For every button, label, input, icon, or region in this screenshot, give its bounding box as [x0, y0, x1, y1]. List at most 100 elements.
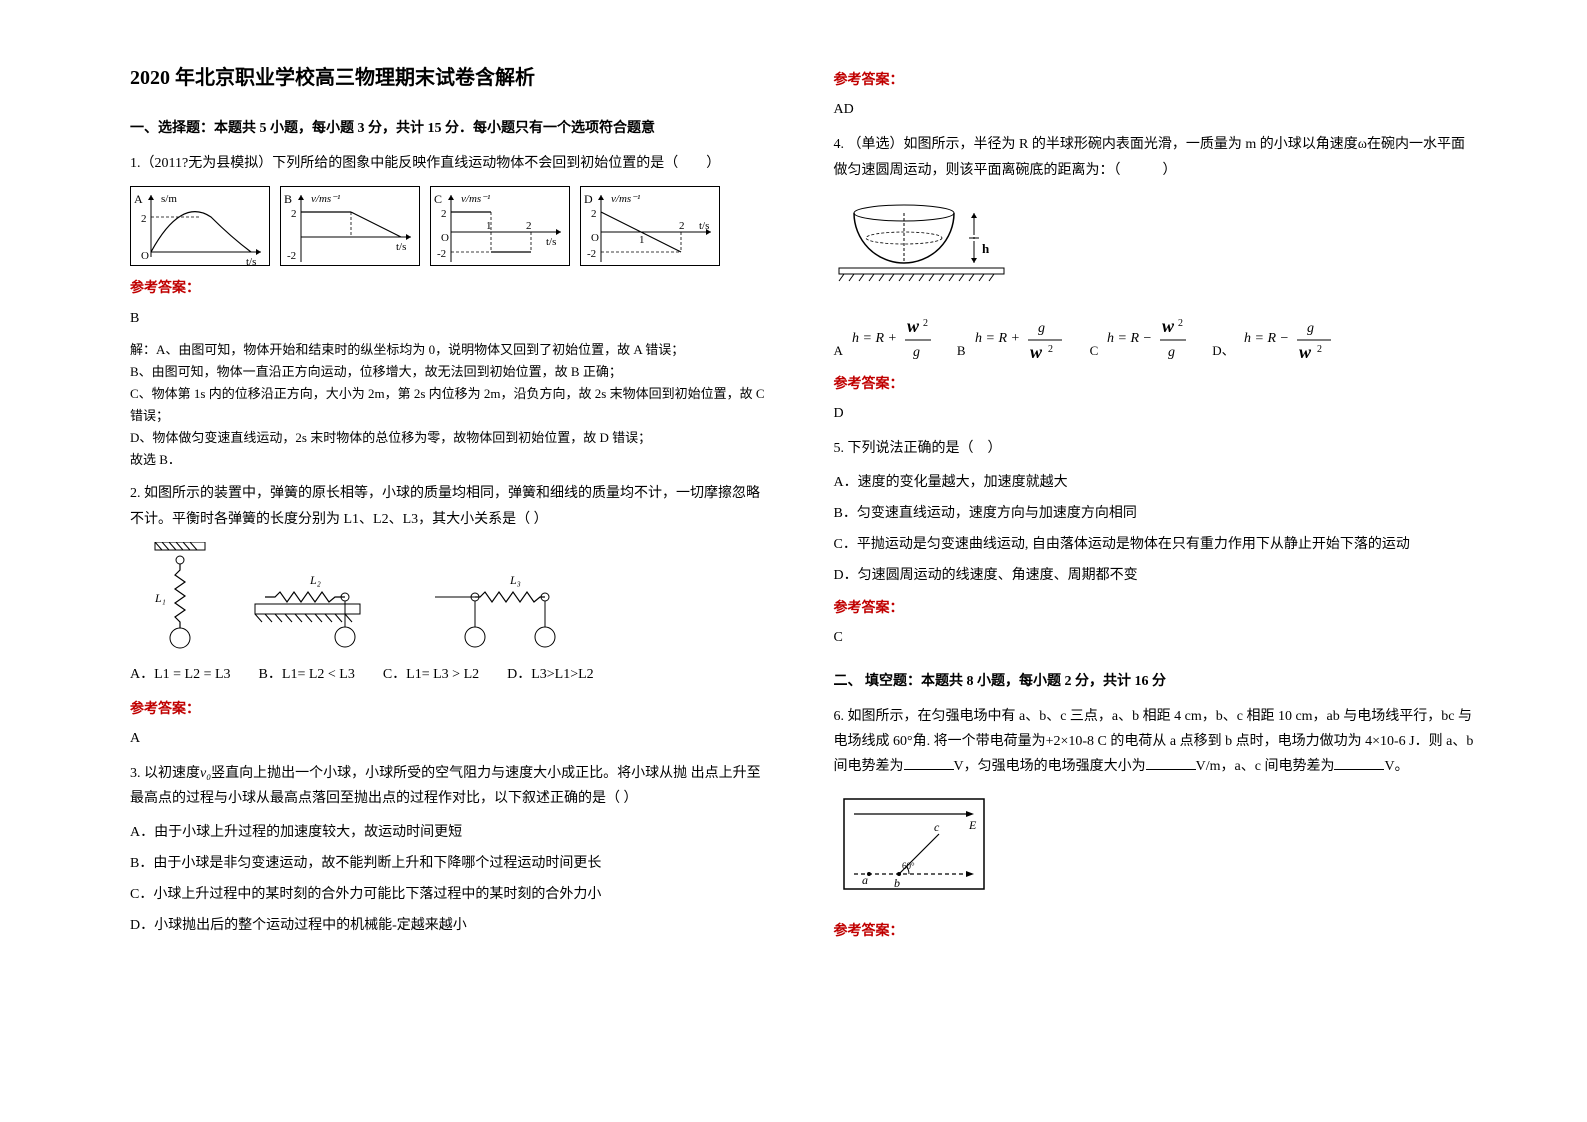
q2-answer-label: 参考答案：: [130, 697, 774, 722]
question-6: 6. 如图所示，在匀强电场中有 a、b、c 三点，a、b 相距 4 cm，b、c…: [834, 704, 1478, 944]
spring-1-label: L₁: [154, 591, 166, 605]
left-column: 2020 年北京职业学校高三物理期末试卷含解析 一、选择题：本题共 5 小题，每…: [100, 60, 804, 1082]
q1-exp-2: C、物体第 1s 内的位移沿正方向，大小为 2m，第 2s 内位移为 2m，沿负…: [130, 383, 774, 427]
graph-d: D v/ms⁻¹ t/s 2 -2 O 1 2: [580, 186, 720, 266]
q4-diagram: h: [834, 193, 1478, 302]
q1-text: 1.（2011?无为县模拟）下列所给的图象中能反映作直线运动物体不会回到初始位置…: [130, 151, 774, 176]
graph-d-svg: v/ms⁻¹ t/s 2 -2 O 1 2: [581, 187, 721, 267]
graph-a-label: A: [134, 189, 143, 211]
graph-c-tick1x: 1: [486, 220, 492, 232]
question-5: 5. 下列说法正确的是（ ） A．速度的变化量越大，加速度就越大 B．匀变速直线…: [834, 436, 1478, 650]
field-a: a: [862, 873, 868, 887]
q1-answer: B: [130, 306, 774, 331]
q1-exp-3: D、物体做匀变速直线运动，2s 末时物体的总位移为零，故物体回到初始位置，故 D…: [130, 427, 774, 449]
formula-a-svg: h = R + w 2 g: [847, 312, 937, 362]
spring-diagram-2: L₂: [250, 572, 380, 652]
spring-diagram-3: L₃: [420, 572, 580, 652]
graph-a: A s/m t/s 2 O: [130, 186, 270, 266]
formula-c-label: C: [1090, 339, 1099, 362]
svg-text:w: w: [1299, 342, 1312, 362]
graph-a-origin: O: [141, 250, 149, 262]
formula-d: D、 h = R − g w 2: [1212, 312, 1338, 362]
svg-text:2: 2: [1317, 344, 1322, 355]
q2-options: A．L1 = L2 = L3 B．L1= L2 < L3 C．L1= L3 > …: [130, 662, 774, 687]
q3-v0: v₀: [200, 766, 211, 781]
q3-opt-a: A．由于小球上升过程的加速度较大，故运动时间更短: [130, 820, 774, 845]
graph-a-tick2: 2: [141, 213, 147, 225]
section1-header: 一、选择题：本题共 5 小题，每小题 3 分，共计 15 分．每小题只有一个选项…: [130, 116, 774, 141]
graph-a-ylabel: s/m: [161, 193, 177, 205]
graph-c-ylabel: v/ms⁻¹: [461, 193, 490, 205]
q3-opt-d: D．小球抛出后的整个运动过程中的机械能-定越来越小: [130, 913, 774, 938]
svg-text:h = R −: h = R −: [1107, 331, 1152, 346]
graph-b: B v/ms⁻¹ t/s 2 -2: [280, 186, 420, 266]
q6-diagram: a b c E 60°: [834, 789, 1478, 908]
formula-b-svg: h = R + g w 2: [970, 312, 1070, 362]
q2-answer: A: [130, 726, 774, 751]
graph-d-tick1x: 1: [639, 234, 645, 246]
formula-d-label: D、: [1212, 339, 1234, 362]
svg-text:w: w: [907, 316, 920, 336]
svg-text:g: g: [1168, 345, 1175, 360]
formula-d-svg: h = R − g w 2: [1239, 312, 1339, 362]
q3-text-p1: 3. 以初速度: [130, 766, 200, 781]
q3-answer-label: 参考答案：: [834, 68, 1478, 93]
graph-b-tickn2: -2: [287, 250, 296, 262]
q3-opt-b: B．由于小球是非匀变速运动，故不能判断上升和下降哪个过程运动时间更长: [130, 851, 774, 876]
q6-text: 6. 如图所示，在匀强电场中有 a、b、c 三点，a、b 相距 4 cm，b、c…: [834, 704, 1478, 780]
graph-c-label: C: [434, 189, 442, 211]
q3-opt-c: C．小球上升过程中的某时刻的合外力可能比下落过程中的某时刻的合外力小: [130, 882, 774, 907]
field-angle: 60°: [902, 861, 915, 871]
bowl-h-label: h: [982, 241, 990, 256]
right-column: 参考答案： AD 4. （单选）如图所示，半径为 R 的半球形碗内表面光滑，一质…: [804, 60, 1508, 1082]
graph-d-xlabel: t/s: [699, 220, 709, 232]
q1-exp-4: 故选 B．: [130, 449, 774, 471]
q6-p4: V。: [1384, 759, 1408, 774]
field-c: c: [934, 820, 940, 834]
q1-exp-0: 解：A、由图可知，物体开始和结束时的纵坐标均为 0，说明物体又回到了初始位置，故…: [130, 339, 774, 361]
q6-blank2: [1146, 754, 1196, 770]
bowl-svg: h: [834, 193, 1014, 293]
graph-b-ylabel: v/ms⁻¹: [311, 193, 340, 205]
graph-b-xlabel: t/s: [396, 241, 406, 253]
q3-answer: AD: [834, 97, 1478, 122]
formula-c-svg: h = R − w 2 g: [1102, 312, 1192, 362]
svg-text:w: w: [1162, 316, 1175, 336]
field-e: E: [968, 818, 977, 832]
graph-c-xlabel: t/s: [546, 236, 556, 248]
graph-c-origin: O: [441, 232, 449, 244]
q4-answer: D: [834, 401, 1478, 426]
q5-answer-label: 参考答案：: [834, 596, 1478, 621]
graph-b-svg: v/ms⁻¹ t/s 2 -2: [281, 187, 421, 267]
q5-opt-b: B．匀变速直线运动，速度方向与加速度方向相同: [834, 501, 1478, 526]
graph-c-tick2x: 2: [526, 220, 532, 232]
q6-answer-label: 参考答案：: [834, 919, 1478, 944]
q5-opt-a: A．速度的变化量越大，加速度就越大: [834, 470, 1478, 495]
svg-text:2: 2: [1048, 344, 1053, 355]
question-1: 1.（2011?无为县模拟）下列所给的图象中能反映作直线运动物体不会回到初始位置…: [130, 151, 774, 471]
graph-c: C v/ms⁻¹ t/s 2 -2 O 1 2: [430, 186, 570, 266]
question-4: 4. （单选）如图所示，半径为 R 的半球形碗内表面光滑，一质量为 m 的小球以…: [834, 132, 1478, 426]
q2-diagrams: L₁ L₂ L₃: [150, 542, 774, 652]
graph-d-tickn2: -2: [587, 248, 596, 260]
q2-text: 2. 如图所示的装置中，弹簧的原长相等，小球的质量均相同，弹簧和细线的质量均不计…: [130, 481, 774, 531]
q5-answer: C: [834, 625, 1478, 650]
formula-c: C h = R − w 2 g: [1090, 312, 1193, 362]
svg-text:2: 2: [1178, 318, 1183, 329]
q5-text: 5. 下列说法正确的是（ ）: [834, 436, 1478, 461]
graph-c-tickn2: -2: [437, 248, 446, 260]
spring-3-label: L₃: [509, 573, 521, 587]
q4-answer-label: 参考答案：: [834, 372, 1478, 397]
q1-graphs: A s/m t/s 2 O B: [130, 186, 774, 266]
svg-text:h = R −: h = R −: [1244, 331, 1289, 346]
svg-text:g: g: [1038, 321, 1045, 336]
q4-formulas: A h = R + w 2 g B h = R + g w 2: [834, 312, 1478, 362]
q1-exp-1: B、由图可知，物体一直沿正方向运动，位移增大，故无法回到初始位置，故 B 正确；: [130, 361, 774, 383]
formula-b: B h = R + g w 2: [957, 312, 1070, 362]
svg-text:h = R +: h = R +: [852, 331, 897, 346]
graph-b-label: B: [284, 189, 292, 211]
field-svg: a b c E 60°: [834, 789, 994, 899]
graph-c-svg: v/ms⁻¹ t/s 2 -2 O 1 2: [431, 187, 571, 267]
q3-text-p2: 竖直向上抛出一个小球，小球所受的空气阻力与速度大小成正比。将小球从抛 出点上升至…: [130, 766, 761, 806]
formula-a: A h = R + w 2 g: [834, 312, 937, 362]
